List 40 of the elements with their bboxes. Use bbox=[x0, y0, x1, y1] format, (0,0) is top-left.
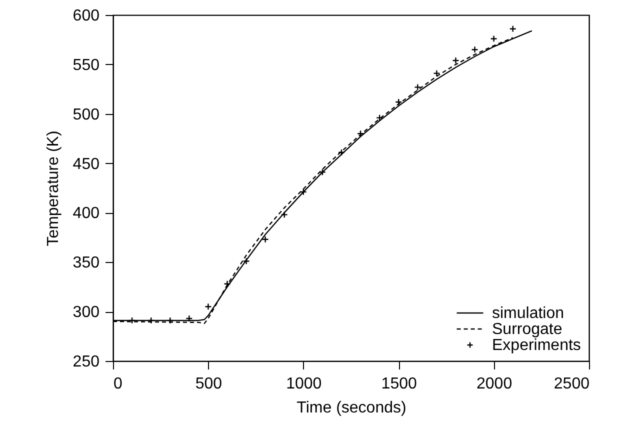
point bbox=[376, 114, 384, 122]
x-axis-title: Time (seconds) bbox=[296, 400, 406, 416]
y-tick-label: 350 bbox=[72, 254, 100, 272]
y-tick-label: 450 bbox=[72, 156, 100, 173]
point bbox=[471, 46, 478, 54]
y-axis-title: Temperature (K) bbox=[44, 130, 62, 246]
y-tick-label: 500 bbox=[72, 106, 100, 124]
point bbox=[300, 188, 307, 196]
point bbox=[338, 148, 346, 156]
point bbox=[318, 168, 326, 176]
point bbox=[509, 25, 516, 32]
y-tick-label: 400 bbox=[72, 205, 100, 222]
point bbox=[433, 70, 440, 77]
point bbox=[262, 236, 269, 243]
legend-label: Experiments bbox=[492, 337, 581, 354]
y-tick-label: 550 bbox=[72, 56, 100, 74]
y-tick-label: 300 bbox=[72, 304, 100, 322]
x-tick-label: 2500 bbox=[554, 376, 590, 392]
point bbox=[128, 316, 136, 324]
point bbox=[204, 303, 212, 310]
point bbox=[186, 314, 193, 322]
point bbox=[490, 35, 498, 42]
x-tick-label: 1000 bbox=[286, 376, 322, 392]
point bbox=[452, 56, 460, 64]
y-tick-label: 250 bbox=[72, 354, 100, 370]
point bbox=[148, 316, 155, 324]
point bbox=[224, 280, 231, 288]
x-tick-label: 2000 bbox=[476, 376, 512, 392]
x-tick-label: 0 bbox=[114, 376, 122, 392]
x-tick-label: 1500 bbox=[381, 376, 417, 392]
x-tick-label: 500 bbox=[195, 376, 222, 392]
legend-label: simulation bbox=[492, 305, 564, 322]
point bbox=[242, 258, 250, 265]
point bbox=[280, 211, 288, 218]
point bbox=[356, 130, 364, 138]
point bbox=[395, 98, 402, 106]
point bbox=[166, 316, 174, 324]
point bbox=[414, 84, 422, 91]
legend-label: Surrogate bbox=[492, 321, 562, 338]
y-tick-label: 600 bbox=[72, 8, 100, 24]
